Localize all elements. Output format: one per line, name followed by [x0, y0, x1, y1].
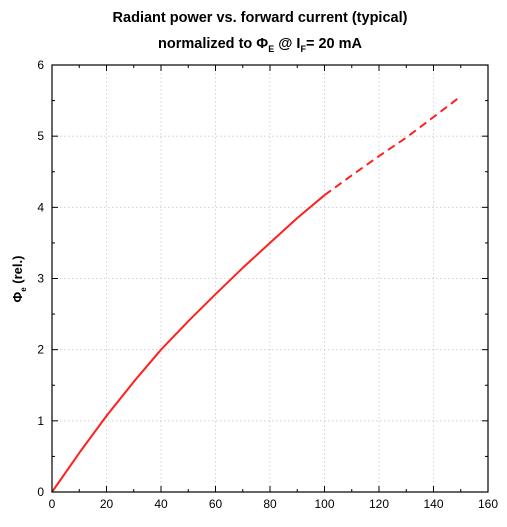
y-tick-label: 1: [37, 414, 44, 428]
chart-title: Radiant power vs. forward current (typic…: [113, 10, 408, 26]
subtitle-prefix: normalized to: [158, 36, 256, 52]
x-tick-label: 40: [154, 497, 168, 511]
subtitle-mid-sub: F: [300, 44, 306, 54]
y-axis-label-symbol: Φ: [10, 291, 25, 302]
subtitle-mid: @ I: [274, 36, 300, 52]
subtitle-symbol: Φ: [256, 36, 268, 52]
x-tick-label: 80: [263, 497, 277, 511]
plot-frame: [51, 64, 489, 493]
x-tick-label: 140: [423, 497, 443, 511]
y-axis-label: Φe (rel.): [10, 256, 28, 303]
y-tick-label: 0: [37, 485, 44, 499]
x-tick-label: 0: [49, 497, 56, 511]
series-line-solid: [51, 194, 326, 493]
y-axis-label-text: (rel.): [10, 256, 25, 288]
x-tick-label: 100: [314, 497, 334, 511]
x-tick-label: 160: [478, 497, 498, 511]
y-axis-label-sub: e: [19, 287, 28, 292]
x-tick-label: 60: [209, 497, 223, 511]
y-tick-label: 5: [37, 129, 44, 143]
y-tick-label: 2: [37, 343, 44, 357]
subtitle-symbol-sub: E: [268, 44, 274, 54]
x-tick-label: 120: [369, 497, 389, 511]
x-tick-label: 20: [100, 497, 114, 511]
grid: [52, 65, 488, 492]
series-line-dashed: [323, 95, 462, 197]
series: [51, 95, 462, 493]
y-tick-label: 4: [37, 200, 44, 214]
subtitle-suffix: = 20 mA: [306, 36, 363, 52]
y-tick-label: 6: [37, 58, 44, 72]
chart-subtitle: normalized to ΦE @ IF= 20 mA: [158, 36, 362, 54]
y-tick-label: 3: [37, 272, 44, 286]
